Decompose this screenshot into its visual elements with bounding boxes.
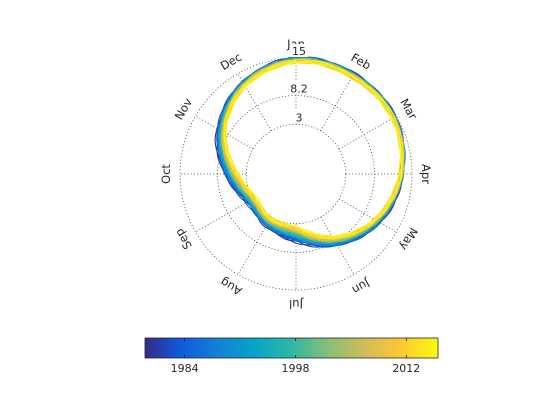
colorbar-label-0: 1984 (171, 362, 199, 375)
theta-label-aug: Aug (218, 275, 244, 298)
data-series-group (214, 55, 406, 248)
colorbar: 1984 1998 2012 (144, 337, 439, 375)
colorbar-strip (144, 337, 439, 359)
theta-label-jul: Jul (289, 297, 304, 311)
series-year-2009 (224, 60, 405, 241)
colorbar-label-2: 2012 (392, 362, 420, 375)
series-year-1999 (222, 57, 405, 244)
colorbar-label-1: 1998 (281, 362, 309, 375)
theta-spoke-8 (195, 198, 254, 233)
r-tick-label-0: 3 (296, 111, 303, 124)
theta-label-oct: Oct (159, 164, 173, 184)
r-tick-label-bg-0 (293, 110, 305, 124)
theta-tick-labels: JanFebMarAprMayJunJulAugSepOctNovDec (159, 37, 433, 311)
theta-label-mar: Mar (397, 96, 420, 122)
series-year-2016 (223, 60, 403, 237)
theta-label-jun: Jun (350, 276, 373, 298)
theta-label-nov: Nov (172, 96, 195, 123)
theta-label-apr: Apr (419, 164, 433, 184)
theta-spoke-2 (338, 115, 397, 150)
theta-label-feb: Feb (349, 50, 374, 72)
series-year-1994 (220, 57, 404, 243)
r-grid-circle-1 (217, 95, 375, 253)
series-year-2006 (221, 59, 403, 240)
theta-label-sep: Sep (172, 226, 195, 252)
series-year-2013 (225, 60, 404, 240)
series-year-2007 (223, 58, 403, 240)
series-year-2004 (224, 59, 405, 243)
series-year-1996 (221, 60, 404, 244)
series-year-2008 (223, 59, 404, 240)
theta-spoke-1 (320, 73, 355, 132)
theta-spoke-4 (338, 198, 397, 233)
colorbar-ticks (184, 338, 407, 358)
theta-label-dec: Dec (218, 50, 244, 73)
theta-spoke-10 (195, 115, 254, 150)
r-tick-label-1: 8.2 (290, 83, 308, 96)
series-year-2011 (222, 59, 403, 238)
theta-label-may: May (396, 225, 420, 253)
theta-spoke-5 (320, 216, 355, 275)
r-grid-circle-2 (179, 57, 413, 291)
r-tick-label-bg-1 (286, 81, 312, 95)
theta-spoke-7 (237, 216, 272, 275)
series-year-2012 (224, 58, 405, 239)
series-year-2003 (221, 58, 405, 241)
r-tick-label-bg-2 (290, 44, 308, 57)
r-tick-label-2: 15 (292, 45, 306, 58)
